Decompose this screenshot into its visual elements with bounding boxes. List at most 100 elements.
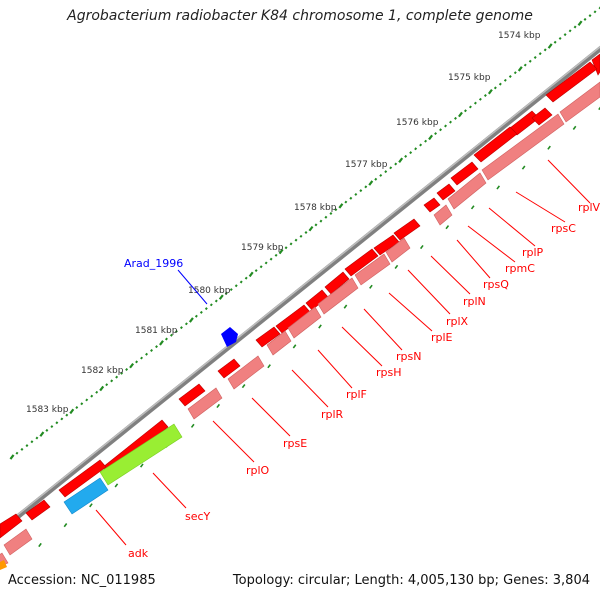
backbone [0, 45, 600, 535]
leader-line [488, 207, 536, 247]
gene-label[interactable]: rplN [463, 295, 486, 308]
gene-rplX-lower[interactable] [317, 277, 359, 315]
gene-rpmC-lower[interactable] [433, 204, 453, 226]
tick-mark [588, 14, 592, 18]
gene-rpsH-lower[interactable] [227, 355, 265, 390]
tick-mark [224, 291, 228, 295]
tick-mark [139, 463, 144, 468]
gene-block-d[interactable] [58, 459, 107, 498]
tick-mark [274, 253, 278, 257]
adk-feature[interactable] [63, 477, 109, 515]
tick-mark [188, 317, 194, 323]
tick-mark [523, 63, 527, 67]
leader-line [515, 191, 566, 223]
gene-label[interactable]: rpsH [376, 366, 402, 379]
kbp-label: 1576 kbp [396, 118, 439, 128]
tick-mark [115, 375, 119, 379]
gene-rpmC[interactable] [531, 107, 553, 126]
gene-label[interactable]: rpmC [505, 262, 535, 275]
tick-mark [573, 25, 577, 29]
arad-1996-feature[interactable] [221, 327, 238, 347]
tick-mark [45, 428, 49, 432]
gene-label[interactable]: secY [185, 510, 211, 523]
tick-mark [90, 394, 94, 398]
tick-mark [498, 82, 502, 86]
gene-label[interactable]: rplF [346, 388, 367, 401]
accession-label: Accession: NC_011985 [8, 573, 156, 588]
gene-block-e[interactable] [25, 499, 51, 521]
leader-line [547, 159, 591, 204]
gene-label[interactable]: rpsQ [483, 278, 509, 291]
gene-rplE-lower[interactable] [287, 306, 322, 339]
gene-block-a[interactable] [255, 326, 281, 348]
gene-block-c[interactable] [178, 383, 206, 407]
gene-rplR[interactable] [324, 271, 350, 295]
tick-mark [434, 132, 438, 136]
tick-mark [463, 109, 467, 113]
gene-rpsQ-lower[interactable] [385, 237, 411, 263]
gene-rpsN-lower[interactable] [266, 330, 292, 356]
tick-mark [216, 403, 221, 409]
tick-mark [419, 143, 423, 147]
tick-mark [478, 97, 482, 101]
tick-mark [248, 271, 254, 278]
gene-label[interactable]: rplE [431, 331, 453, 344]
tick-mark [55, 421, 59, 425]
gene-label[interactable]: rplX [446, 315, 469, 328]
kbp-label: 1583 kbp [26, 405, 69, 415]
tick-mark [414, 147, 418, 151]
gene-rplF[interactable] [344, 248, 379, 277]
tick-mark [292, 344, 297, 349]
leader-line [212, 420, 255, 463]
tick-mark [598, 106, 600, 111]
tick-mark [278, 248, 284, 255]
tick-mark [20, 447, 24, 451]
tick-mark [496, 185, 501, 190]
tick-mark [65, 413, 69, 417]
gene-label[interactable]: rpsE [283, 437, 307, 450]
tick-mark [15, 451, 19, 455]
tick-mark [439, 128, 443, 132]
kbp-label: 1575 kbp [448, 73, 491, 83]
leader-line [317, 349, 353, 389]
gene-label[interactable]: rplP [522, 246, 544, 259]
gene-rpsC-lower[interactable] [481, 113, 565, 181]
gene-rplN-lower[interactable] [354, 253, 391, 286]
tick-mark [568, 29, 572, 33]
gene-rpsC[interactable] [545, 61, 598, 103]
gene-label[interactable]: rplO [246, 464, 270, 477]
tick-mark [135, 360, 139, 364]
kbp-label: 1581 kbp [135, 326, 178, 336]
gene-rplN[interactable] [450, 161, 479, 186]
gene-rplE[interactable] [423, 197, 441, 213]
gene-rplV-lower[interactable] [559, 81, 600, 123]
gene-block-f[interactable] [0, 513, 23, 539]
gene-rplF-lower[interactable] [187, 387, 223, 420]
gene-label[interactable]: rplR [321, 408, 344, 421]
tick-mark [120, 371, 124, 375]
leader-line [152, 472, 187, 509]
gene-label[interactable]: rplV [578, 201, 600, 214]
gene-rplX[interactable] [436, 183, 456, 201]
gene-block-b[interactable] [217, 358, 241, 379]
orange-feature[interactable] [0, 560, 7, 570]
tick-mark [289, 242, 293, 246]
gene-label[interactable]: rpsC [551, 222, 576, 235]
gene-label[interactable]: adk [128, 547, 149, 560]
tick-mark [319, 219, 323, 223]
gene-block-g[interactable] [3, 528, 33, 556]
tick-mark [35, 436, 39, 440]
tick-mark [468, 105, 472, 109]
tick-mark [174, 329, 178, 333]
leader-line [251, 397, 291, 437]
gene-label[interactable]: rpsN [396, 350, 421, 363]
tick-mark [155, 345, 158, 349]
arad-1996-leader [177, 269, 208, 305]
reverse-gene-row [0, 81, 600, 567]
secY-feature[interactable] [99, 423, 183, 486]
tick-mark [299, 234, 303, 238]
gene-rpsN[interactable] [393, 218, 421, 241]
gene-rpsQ[interactable] [473, 126, 518, 163]
gene-rplP-lower[interactable] [447, 172, 487, 210]
